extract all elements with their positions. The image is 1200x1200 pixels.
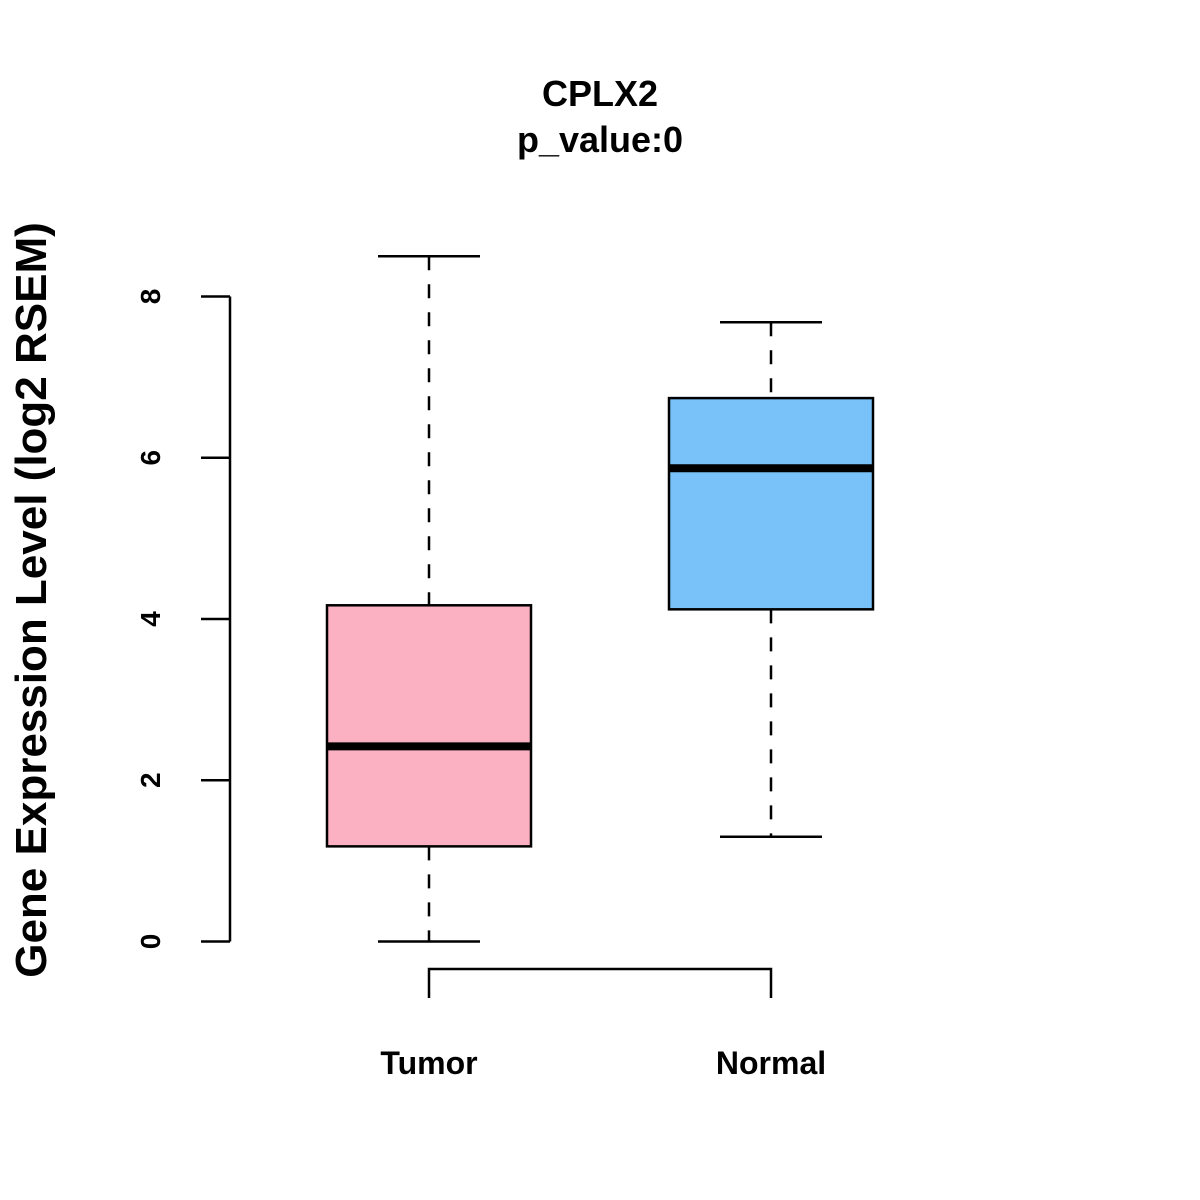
x-axis-labels: Tumor Normal [380,1045,826,1081]
box-iqr [667,396,875,611]
y-tick-label-6: 6 [135,450,166,466]
y-tick-label-8: 8 [135,289,166,305]
y-tick-label-0: 0 [135,934,166,950]
chart-subtitle: p_value:0 [517,119,683,160]
box-normal [667,321,875,838]
box-iqr [325,604,533,848]
y-axis: 0 2 4 6 8 [135,289,232,950]
comparison-bracket [427,967,773,998]
chart-title: CPLX2 [542,73,658,114]
y-tick-label-4: 4 [135,611,166,627]
box-group [325,254,875,943]
box-tumor [325,254,533,943]
y-axis-label: Gene Expression Level (log2 RSEM) [7,222,56,978]
x-label-normal: Normal [716,1045,826,1081]
y-tick-label-2: 2 [135,772,166,788]
bracket-line [427,967,773,998]
x-label-tumor: Tumor [380,1045,477,1081]
